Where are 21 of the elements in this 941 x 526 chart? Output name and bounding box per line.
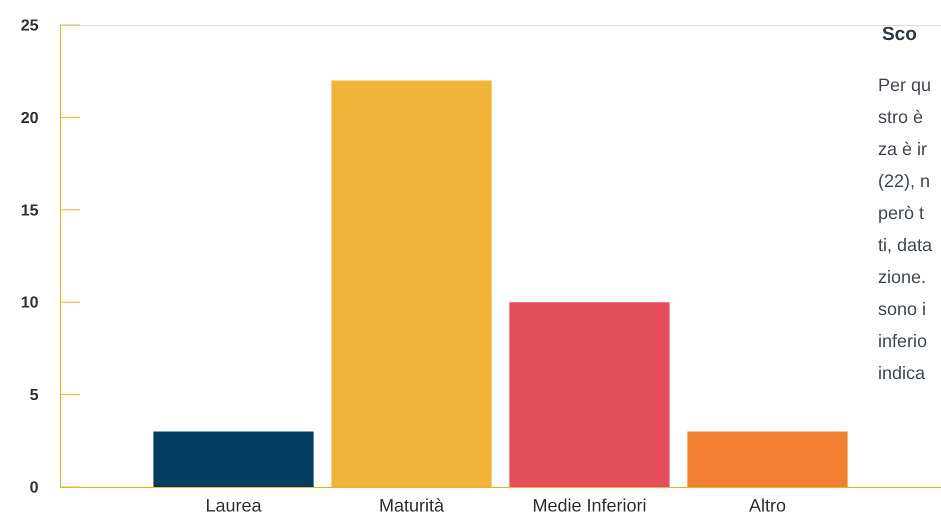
x-tick-label: Medie Inferiori (532, 496, 647, 516)
y-tick-label: 20 (20, 110, 39, 127)
annotation: indica (878, 363, 926, 383)
annotation: ti, data (878, 235, 934, 255)
annotation: però t (878, 203, 924, 223)
y-tick-label: 5 (30, 387, 39, 404)
y-tick-label: 25 (20, 18, 39, 34)
x-tick-label: Maturità (378, 496, 446, 516)
annotation: Per qu (878, 75, 932, 95)
annotation: zione. (878, 267, 926, 287)
y-tick-label: 15 (20, 202, 39, 220)
annotation: (22), n (878, 171, 930, 191)
x-tick-label: Altro (748, 496, 786, 516)
annotation: sono i (878, 299, 926, 319)
y-tick-label: 0 (30, 480, 39, 496)
annotation: inferio (878, 331, 928, 351)
x-tick-label: Laurea (206, 496, 263, 516)
y-tick-label: 10 (20, 294, 39, 312)
annotation: za è ir (878, 139, 928, 159)
annotation: stro è (878, 107, 924, 127)
annotation: Sco (882, 24, 917, 45)
